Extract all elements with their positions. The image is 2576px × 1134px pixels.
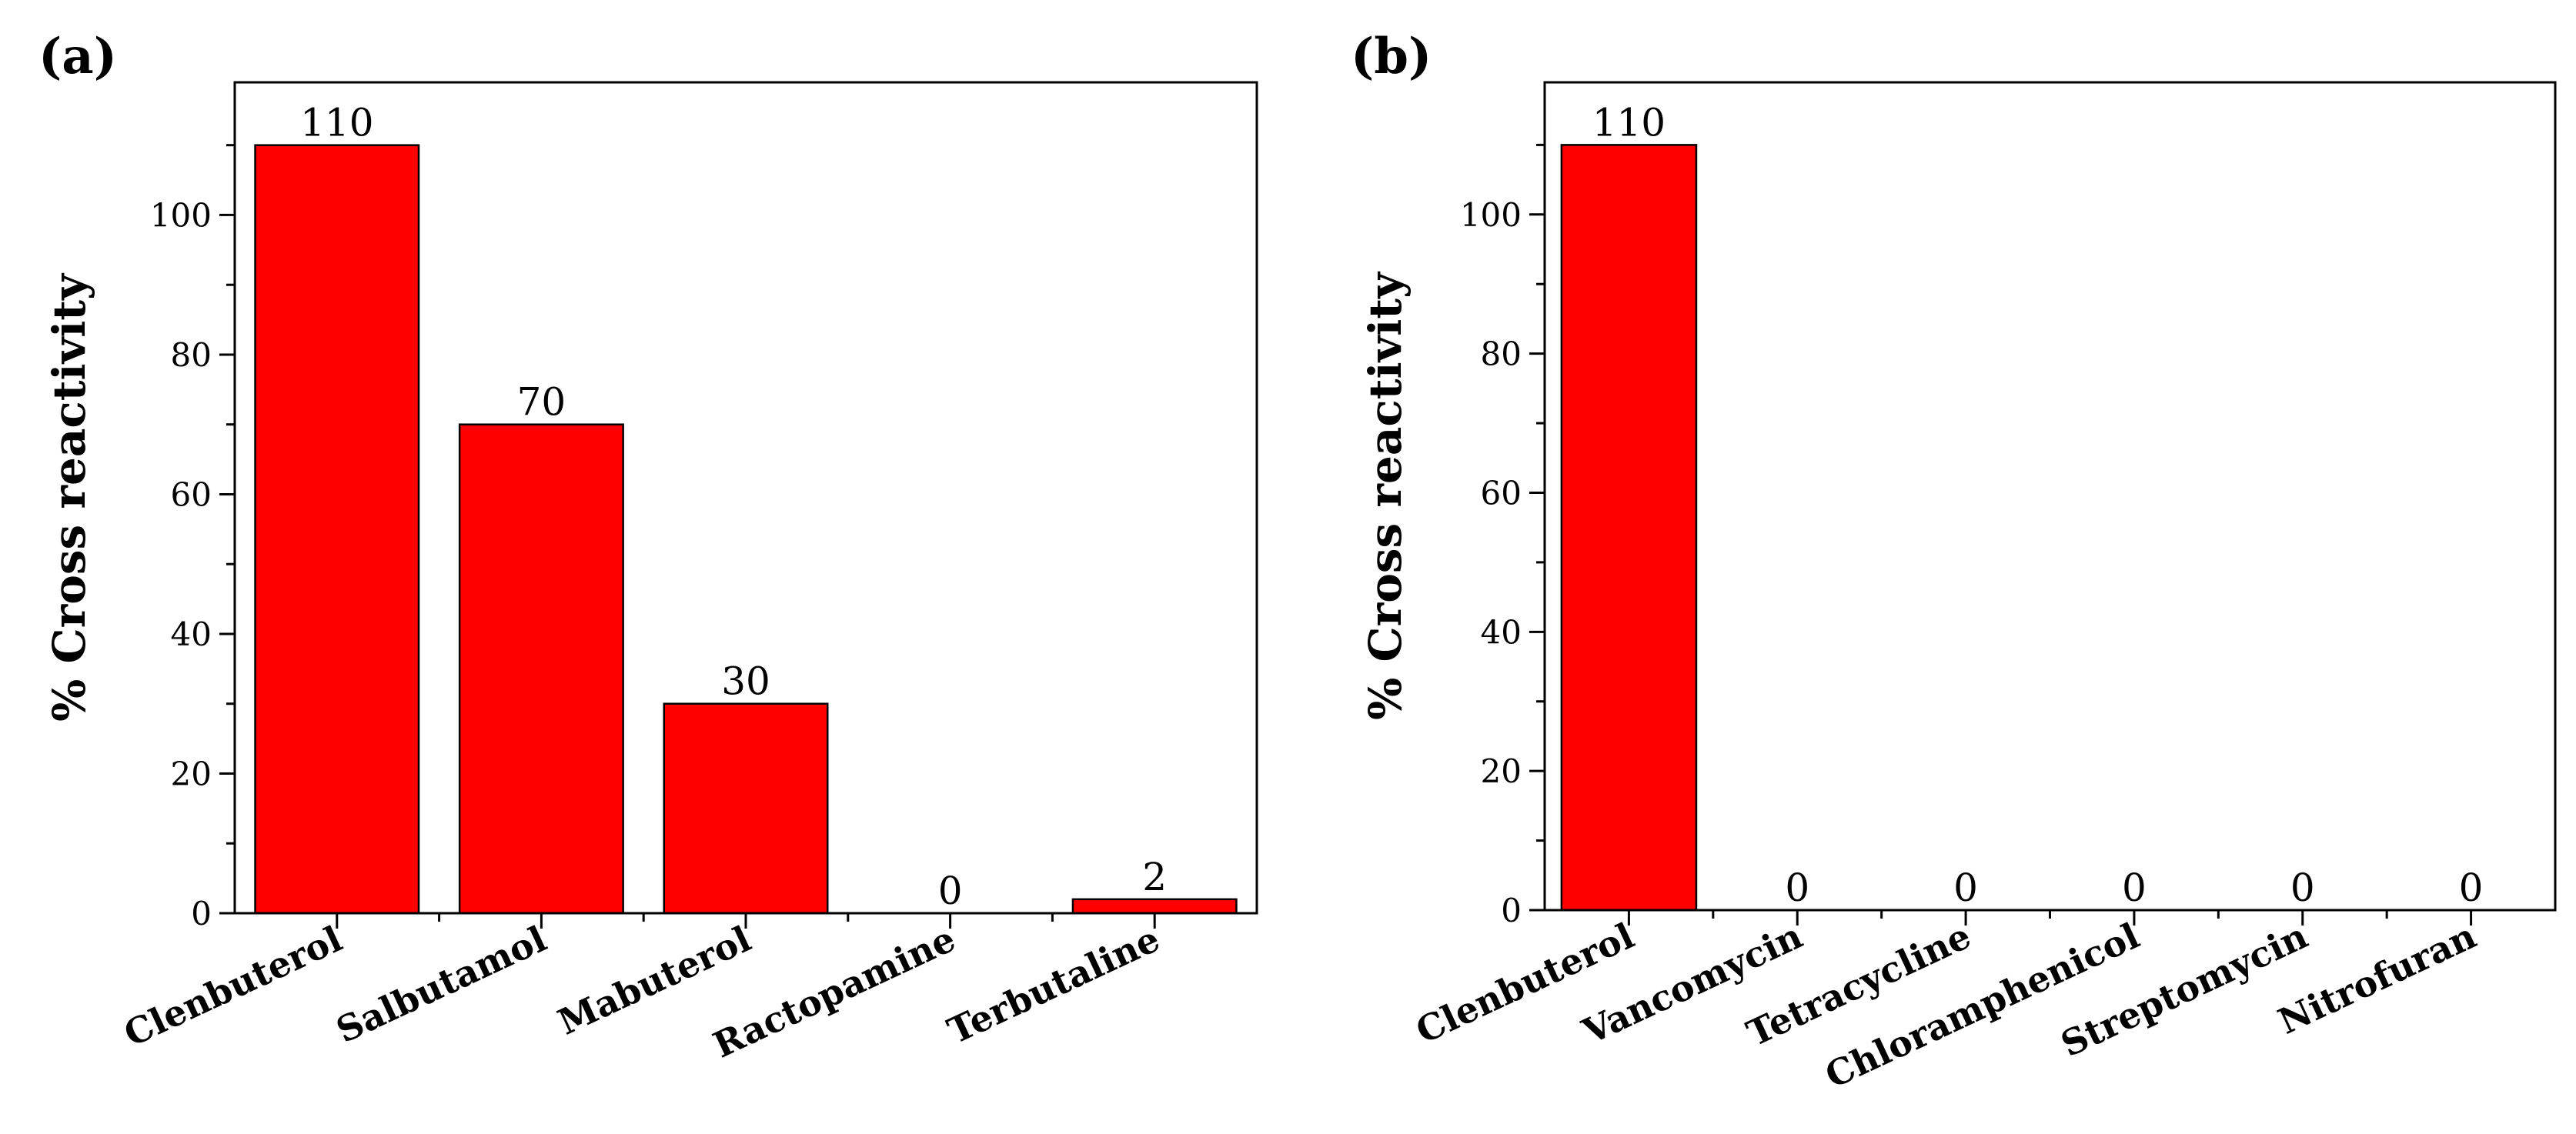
panel-label: (b) [1351,28,1432,85]
y-axis-label: % Cross reactivity [43,272,95,722]
bar-clenbuterol [1560,144,1698,912]
data-label: 0 [938,869,963,913]
y-tick-label: 20 [1481,752,1522,790]
data-label: 0 [2459,866,2484,910]
y-tick-label: 60 [171,475,212,513]
panel-label: (a) [38,28,117,85]
y-tick-label: 40 [1481,613,1522,651]
data-label: 2 [1142,855,1167,899]
data-label: 110 [1592,100,1666,145]
x-tick-label: Salbutamol [330,918,553,1051]
y-tick-label: 100 [150,196,212,234]
x-tick-label: Chloramphenicol [1819,915,2145,1096]
chart-panel-b: (b) % Cross reactivity 110 0 0 0 0 0 0 20 40 60 80 10… [1351,28,2557,1096]
x-tick-label: Terbutaline [941,918,1166,1052]
data-label: 110 [300,101,373,145]
data-label: 0 [1785,866,1809,910]
y-tick-label: 0 [191,895,212,932]
bar-mabuterol [663,702,829,915]
y-tick-label: 60 [1481,474,1522,512]
data-label: 70 [517,380,566,425]
bar-salbutamol [458,423,624,915]
y-tick-label: 20 [171,755,212,792]
data-label: 0 [2290,866,2315,910]
bar-clenbuterol [254,144,420,915]
bar-terbutaline [1071,898,1238,915]
x-tick-label: Clenbuterol [118,918,349,1055]
y-tick-label: 0 [1501,892,1522,929]
y-axis-label: % Cross reactivity [1359,271,1412,720]
y-tick-label: 100 [1460,196,1522,234]
y-tick-label: 80 [171,336,212,374]
data-label: 0 [1953,866,1978,910]
data-label: 0 [2122,866,2147,910]
data-label: 30 [721,659,770,704]
y-tick-label: 80 [1481,335,1522,373]
y-tick-label: 40 [171,615,212,653]
